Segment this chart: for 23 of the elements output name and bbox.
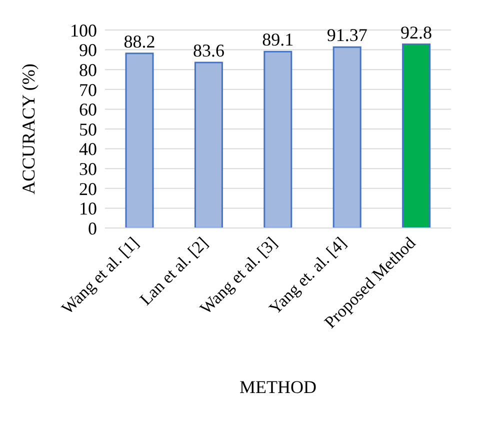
bar bbox=[194, 62, 223, 228]
bar bbox=[125, 52, 154, 228]
data-label: 88.2 bbox=[124, 31, 156, 52]
y-tick-label: 10 bbox=[79, 198, 97, 219]
y-tick-label: 60 bbox=[79, 100, 97, 120]
data-label: 91.37 bbox=[326, 25, 368, 46]
data-label: 83.6 bbox=[192, 40, 224, 60]
bar bbox=[264, 50, 292, 228]
y-tick-label: 0 bbox=[88, 218, 97, 238]
y-tick-label: 70 bbox=[79, 80, 97, 100]
y-tick-label: 80 bbox=[79, 60, 97, 80]
y-tick-label: 30 bbox=[79, 158, 97, 179]
data-label: 92.8 bbox=[400, 22, 432, 42]
bar bbox=[332, 46, 362, 228]
y-tick-label: 20 bbox=[79, 178, 97, 199]
y-tick-label: 50 bbox=[79, 119, 97, 140]
data-label: 89.1 bbox=[262, 30, 294, 50]
x-axis-title: METHOD bbox=[240, 377, 316, 397]
y-tick-label: 90 bbox=[79, 40, 97, 60]
y-tick-label: 100 bbox=[70, 20, 97, 40]
y-tick-label: 40 bbox=[79, 139, 97, 160]
bar bbox=[402, 44, 431, 228]
y-axis-title: ACCURACY (%) bbox=[18, 64, 38, 194]
